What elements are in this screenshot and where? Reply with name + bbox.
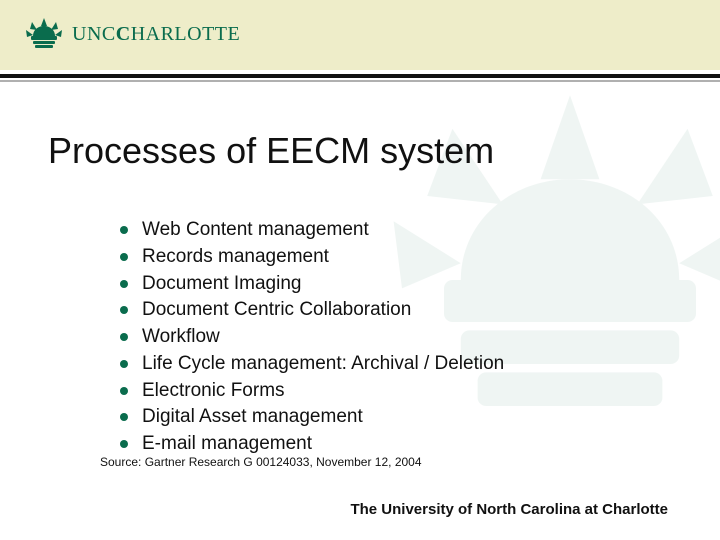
list-item: Life Cycle management: Archival / Deleti… xyxy=(120,352,504,376)
list-item: Document Centric Collaboration xyxy=(120,298,504,322)
list-item: Digital Asset management xyxy=(120,405,504,429)
divider-dark xyxy=(0,74,720,78)
university-logo: UNCCHARLOTTE xyxy=(24,16,240,52)
list-item: Records management xyxy=(120,245,504,269)
logo-text-part1: UNC xyxy=(72,23,116,45)
logo-text-part3: HARLOTTE xyxy=(131,23,241,45)
list-item: Electronic Forms xyxy=(120,379,504,403)
list-item: Document Imaging xyxy=(120,272,504,296)
footer-text: The University of North Carolina at Char… xyxy=(350,501,668,518)
logo-wordmark: UNCCHARLOTTE xyxy=(72,23,240,46)
list-item: Workflow xyxy=(120,325,504,349)
crown-icon xyxy=(24,16,64,52)
divider-light xyxy=(0,80,720,82)
source-citation: Source: Gartner Research G 00124033, Nov… xyxy=(100,455,422,469)
list-item: E-mail management xyxy=(120,432,504,456)
bullet-list: Web Content management Records managemen… xyxy=(120,218,504,459)
logo-text-part2: C xyxy=(116,23,131,45)
list-item: Web Content management xyxy=(120,218,504,242)
slide-title: Processes of EECM system xyxy=(48,130,494,172)
